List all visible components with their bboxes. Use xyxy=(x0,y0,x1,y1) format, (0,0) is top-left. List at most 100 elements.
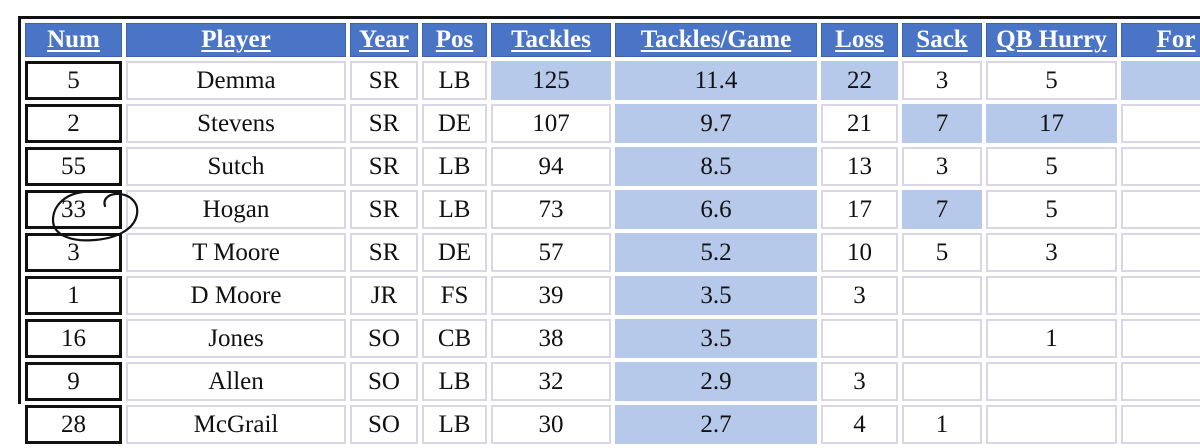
col-header-tackles[interactable]: Tackles xyxy=(491,23,611,57)
cell-num[interactable]: 5 xyxy=(25,61,122,100)
cell-sack[interactable] xyxy=(902,319,982,358)
cell-year[interactable]: SR xyxy=(350,147,418,186)
cell-pos[interactable]: LB xyxy=(422,405,487,444)
cell-num[interactable]: 28 xyxy=(25,405,122,444)
cell-qb-hurry[interactable]: 5 xyxy=(986,190,1117,229)
cell-forced[interactable] xyxy=(1121,61,1200,100)
cell-tackles[interactable]: 107 xyxy=(491,104,611,143)
cell-forced[interactable] xyxy=(1121,405,1200,444)
cell-qb-hurry[interactable]: 5 xyxy=(986,147,1117,186)
cell-year[interactable]: SO xyxy=(350,405,418,444)
cell-loss[interactable]: 10 xyxy=(821,233,898,272)
cell-tackles-per-game[interactable]: 11.4 xyxy=(615,61,817,100)
cell-player[interactable]: Sutch xyxy=(126,147,346,186)
cell-pos[interactable]: DE xyxy=(422,104,487,143)
cell-year[interactable]: SR xyxy=(350,61,418,100)
cell-player[interactable]: Allen xyxy=(126,362,346,401)
col-header-tackles-per-game[interactable]: Tackles/Game xyxy=(615,23,817,57)
cell-year[interactable]: SO xyxy=(350,319,418,358)
cell-forced[interactable] xyxy=(1121,276,1200,315)
col-header-year[interactable]: Year xyxy=(350,23,418,57)
cell-pos[interactable]: LB xyxy=(422,362,487,401)
cell-tackles[interactable]: 94 xyxy=(491,147,611,186)
cell-num[interactable]: 9 xyxy=(25,362,122,401)
cell-qb-hurry[interactable]: 5 xyxy=(986,61,1117,100)
cell-qb-hurry[interactable]: 1 xyxy=(986,319,1117,358)
col-header-qb-hurry[interactable]: QB Hurry xyxy=(986,23,1117,57)
cell-sack[interactable]: 7 xyxy=(902,104,982,143)
cell-num[interactable]: 16 xyxy=(25,319,122,358)
cell-loss[interactable]: 4 xyxy=(821,405,898,444)
cell-pos[interactable]: DE xyxy=(422,233,487,272)
cell-sack[interactable]: 5 xyxy=(902,233,982,272)
cell-sack[interactable] xyxy=(902,276,982,315)
col-header-pos[interactable]: Pos xyxy=(422,23,487,57)
col-header-player[interactable]: Player xyxy=(126,23,346,57)
cell-year[interactable]: SR xyxy=(350,104,418,143)
col-header-sack[interactable]: Sack xyxy=(902,23,982,57)
cell-pos[interactable]: LB xyxy=(422,190,487,229)
cell-pos[interactable]: LB xyxy=(422,147,487,186)
cell-pos[interactable]: FS xyxy=(422,276,487,315)
cell-tackles-per-game[interactable]: 2.9 xyxy=(615,362,817,401)
col-header-forced[interactable]: For xyxy=(1121,23,1200,57)
cell-tackles-per-game[interactable]: 2.7 xyxy=(615,405,817,444)
cell-qb-hurry[interactable] xyxy=(986,405,1117,444)
cell-sack[interactable] xyxy=(902,362,982,401)
cell-loss[interactable]: 17 xyxy=(821,190,898,229)
cell-forced[interactable] xyxy=(1121,147,1200,186)
cell-tackles[interactable]: 38 xyxy=(491,319,611,358)
cell-qb-hurry[interactable]: 17 xyxy=(986,104,1117,143)
cell-loss[interactable] xyxy=(821,319,898,358)
cell-num[interactable]: 1 xyxy=(25,276,122,315)
cell-qb-hurry[interactable] xyxy=(986,362,1117,401)
cell-forced[interactable] xyxy=(1121,362,1200,401)
cell-tackles-per-game[interactable]: 6.6 xyxy=(615,190,817,229)
cell-tackles[interactable]: 32 xyxy=(491,362,611,401)
cell-loss[interactable]: 3 xyxy=(821,362,898,401)
cell-tackles-per-game[interactable]: 3.5 xyxy=(615,319,817,358)
cell-year[interactable]: SO xyxy=(350,362,418,401)
cell-sack[interactable]: 7 xyxy=(902,190,982,229)
col-header-num[interactable]: Num xyxy=(25,23,122,57)
cell-tackles[interactable]: 30 xyxy=(491,405,611,444)
cell-tackles-per-game[interactable]: 5.2 xyxy=(615,233,817,272)
cell-num[interactable]: 33 xyxy=(25,190,122,229)
cell-tackles[interactable]: 125 xyxy=(491,61,611,100)
cell-num[interactable]: 55 xyxy=(25,147,122,186)
cell-sack[interactable]: 1 xyxy=(902,405,982,444)
cell-loss[interactable]: 3 xyxy=(821,276,898,315)
cell-pos[interactable]: CB xyxy=(422,319,487,358)
col-header-loss[interactable]: Loss xyxy=(821,23,898,57)
cell-player[interactable]: Demma xyxy=(126,61,346,100)
cell-tackles[interactable]: 73 xyxy=(491,190,611,229)
cell-tackles-per-game[interactable]: 8.5 xyxy=(615,147,817,186)
cell-qb-hurry[interactable] xyxy=(986,276,1117,315)
cell-num[interactable]: 2 xyxy=(25,104,122,143)
cell-player[interactable]: McGrail xyxy=(126,405,346,444)
cell-loss[interactable]: 13 xyxy=(821,147,898,186)
cell-qb-hurry[interactable]: 3 xyxy=(986,233,1117,272)
cell-tackles-per-game[interactable]: 9.7 xyxy=(615,104,817,143)
cell-year[interactable]: SR xyxy=(350,233,418,272)
cell-tackles[interactable]: 57 xyxy=(491,233,611,272)
cell-player[interactable]: T Moore xyxy=(126,233,346,272)
cell-forced[interactable] xyxy=(1121,319,1200,358)
cell-sack[interactable]: 3 xyxy=(902,61,982,100)
cell-num[interactable]: 3 xyxy=(25,233,122,272)
cell-forced[interactable] xyxy=(1121,233,1200,272)
cell-player[interactable]: Jones xyxy=(126,319,346,358)
cell-loss[interactable]: 22 xyxy=(821,61,898,100)
cell-player[interactable]: Hogan xyxy=(126,190,346,229)
cell-year[interactable]: SR xyxy=(350,190,418,229)
cell-loss[interactable]: 21 xyxy=(821,104,898,143)
cell-player[interactable]: D Moore xyxy=(126,276,346,315)
cell-tackles[interactable]: 39 xyxy=(491,276,611,315)
cell-player[interactable]: Stevens xyxy=(126,104,346,143)
cell-sack[interactable]: 3 xyxy=(902,147,982,186)
cell-pos[interactable]: LB xyxy=(422,61,487,100)
cell-forced[interactable] xyxy=(1121,190,1200,229)
cell-tackles-per-game[interactable]: 3.5 xyxy=(615,276,817,315)
cell-forced[interactable] xyxy=(1121,104,1200,143)
cell-year[interactable]: JR xyxy=(350,276,418,315)
